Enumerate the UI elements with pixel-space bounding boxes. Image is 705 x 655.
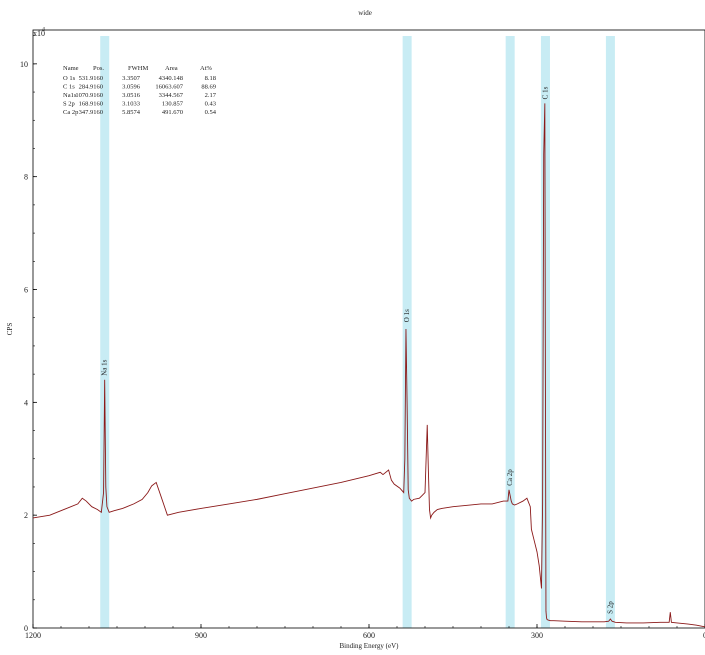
table-cell: O 1s: [63, 75, 76, 82]
shaded-regions: [100, 36, 615, 628]
table-cell: 347.9160: [79, 109, 103, 116]
table-cell: 130.857: [162, 101, 184, 108]
region-band: [605, 36, 615, 628]
table-cell: 284.9160: [79, 84, 103, 91]
x-axis: 1200 900 600 300 0: [25, 624, 705, 640]
y-tick-label: 6: [24, 286, 28, 295]
y-multiplier-base: x10: [33, 29, 45, 38]
spectrum-line: [32, 103, 705, 628]
table-cell: 3.1033: [122, 101, 140, 108]
table-cell: 8.18: [205, 75, 216, 82]
table-cell: 168.9160: [79, 101, 103, 108]
table-cell: 3.0516: [122, 92, 141, 99]
table-cell: 3.3507: [122, 75, 141, 82]
table-cell: 3.0596: [122, 84, 141, 91]
table-cell: 0.54: [205, 109, 217, 116]
table-cell: 531.9160: [79, 75, 103, 82]
region-band: [505, 36, 515, 628]
y-tick-label: 10: [20, 60, 28, 69]
table-cell: C 1s: [63, 84, 75, 91]
y-tick-label: 4: [24, 398, 28, 407]
peak-label: O 1s: [403, 309, 411, 322]
plot-frame: [32, 29, 705, 629]
quantification-table: Name Pos. FWHM Area At% O 1s 531.9160 3.3507 434…: [63, 65, 217, 116]
table-header: Pos.: [93, 65, 104, 72]
table-cell: 0.43: [205, 101, 216, 108]
y-tick-label: 8: [24, 173, 28, 182]
table-header: FWHM: [128, 65, 148, 72]
x-tick-label: 900: [195, 631, 207, 640]
peak-labels: Na 1s O 1s Ca 2p C 1s S 2p: [101, 86, 615, 613]
table-cell: 2.17: [205, 92, 217, 99]
y-tick-label: 2: [24, 511, 28, 520]
chart-title: wide: [358, 9, 372, 17]
table-cell: 491.670: [162, 109, 183, 116]
table-cell: Na1s: [63, 92, 77, 99]
region-band: [402, 36, 412, 628]
x-tick-label: 0: [703, 631, 705, 640]
y-axis: 0 2 4 6 8 10: [20, 35, 37, 633]
table-cell: 3344.567: [159, 92, 184, 99]
peak-label: C 1s: [541, 86, 549, 99]
table-cell: 88.69: [201, 84, 216, 91]
x-tick-label: 1200: [25, 631, 41, 640]
table-cell: 1070.9160: [75, 92, 103, 99]
peak-label: Na 1s: [101, 359, 109, 375]
table-cell: Ca 2p: [63, 109, 78, 116]
y-axis-title: CPS: [6, 323, 14, 336]
peak-label: Ca 2p: [506, 469, 514, 486]
region-band: [100, 36, 110, 628]
table-header: Name: [63, 65, 79, 72]
x-tick-label: 600: [363, 631, 375, 640]
peak-label: S 2p: [606, 601, 614, 614]
x-tick-label: 300: [531, 631, 543, 640]
table-cell: S 2p: [63, 101, 75, 108]
table-cell: 16063.607: [155, 84, 183, 91]
table-header: At%: [200, 65, 213, 72]
y-tick-label: 0: [24, 624, 28, 633]
table-header: Area: [165, 65, 178, 72]
x-axis-title: Binding Energy (eV): [340, 642, 400, 650]
y-multiplier-exponent: 4: [42, 27, 45, 33]
table-cell: 4340.148: [159, 75, 183, 82]
table-cell: 5.8574: [122, 109, 141, 116]
